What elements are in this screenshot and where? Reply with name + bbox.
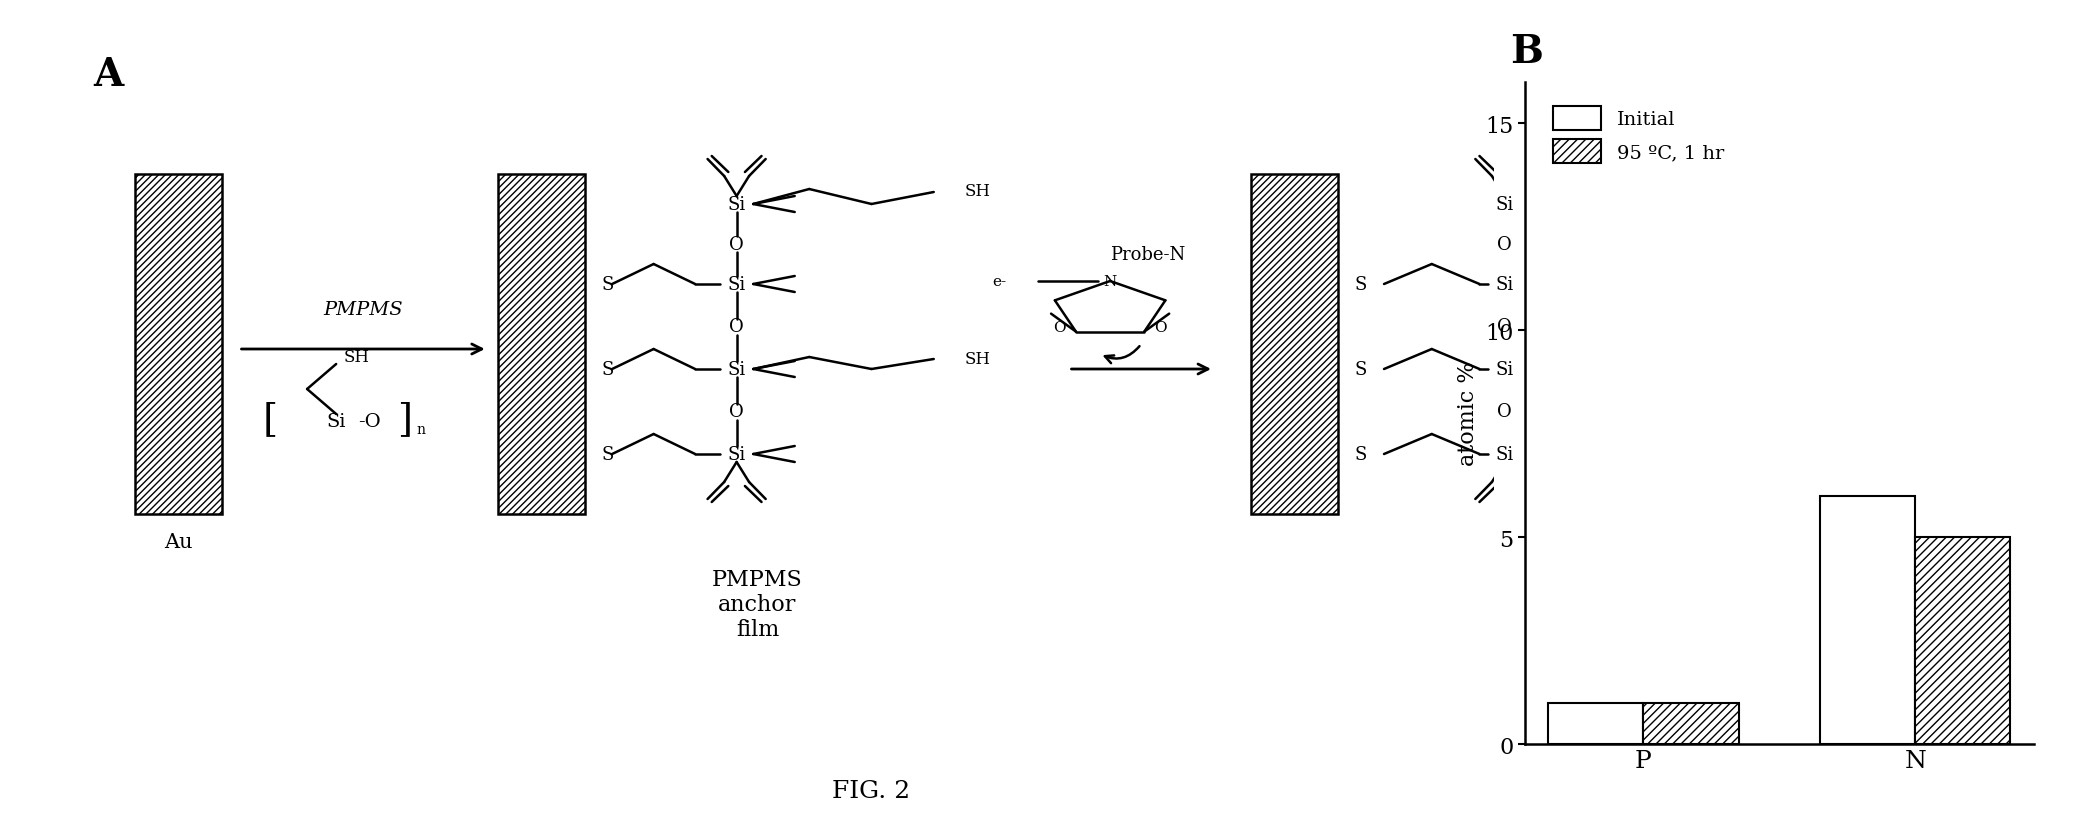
Text: S: S <box>602 361 614 379</box>
Text: O: O <box>1894 342 1907 356</box>
Text: Si: Si <box>728 275 745 294</box>
Text: SH: SH <box>965 182 992 199</box>
Bar <box>1820 496 1915 744</box>
Text: O: O <box>728 236 745 254</box>
Text: SH: SH <box>344 349 369 366</box>
Text: S: S <box>1702 352 1714 370</box>
Text: O: O <box>1745 342 1758 356</box>
Text: N: N <box>1104 275 1116 289</box>
Text: B: B <box>1511 33 1544 71</box>
Text: Probe-N: Probe-N <box>1110 246 1185 264</box>
Text: e-: e- <box>992 275 1006 289</box>
Text: FIG. 2: FIG. 2 <box>832 779 911 802</box>
Text: Si: Si <box>326 413 347 431</box>
Bar <box>1643 703 1739 744</box>
Text: S: S <box>602 275 614 294</box>
Bar <box>135 174 222 514</box>
Text: -Probe: -Probe <box>1919 329 1975 346</box>
Bar <box>1548 703 1643 744</box>
Text: Si: Si <box>1496 361 1513 379</box>
Text: SH: SH <box>1737 182 1764 199</box>
Text: S: S <box>1355 361 1367 379</box>
Text: N: N <box>1820 331 1832 345</box>
Y-axis label: atomic %: atomic % <box>1457 361 1479 466</box>
Text: film: film <box>737 619 778 640</box>
Text: n: n <box>417 423 425 437</box>
Text: A: A <box>93 56 124 94</box>
Text: O: O <box>1496 403 1513 421</box>
Text: Si: Si <box>1496 446 1513 463</box>
Text: O: O <box>1052 320 1067 334</box>
Text: Au: Au <box>164 533 193 552</box>
Text: ]: ] <box>396 401 413 438</box>
Text: SH: SH <box>965 351 992 368</box>
FancyArrowPatch shape <box>1104 347 1139 364</box>
Text: S: S <box>602 446 614 463</box>
Text: S: S <box>1355 275 1367 294</box>
Text: -O: -O <box>359 413 380 431</box>
Bar <box>498 174 585 514</box>
Text: Si: Si <box>728 361 745 379</box>
Text: O: O <box>1154 320 1168 334</box>
Bar <box>1915 538 2011 744</box>
Text: O: O <box>728 403 745 421</box>
Text: anchor: anchor <box>718 593 797 615</box>
Text: PMPMS: PMPMS <box>324 301 403 318</box>
Bar <box>1251 174 1338 514</box>
Legend: Initial, 95 ºC, 1 hr: Initial, 95 ºC, 1 hr <box>1546 99 1733 172</box>
Text: [: [ <box>261 401 278 438</box>
Text: Si: Si <box>1496 196 1513 213</box>
Text: Si: Si <box>728 196 745 213</box>
Text: S: S <box>1355 446 1367 463</box>
Text: Si: Si <box>1496 275 1513 294</box>
Text: O: O <box>1496 236 1513 254</box>
Text: PMPMS: PMPMS <box>712 568 803 590</box>
Text: Si: Si <box>728 446 745 463</box>
Text: O: O <box>1496 318 1513 336</box>
Text: O: O <box>728 318 745 336</box>
